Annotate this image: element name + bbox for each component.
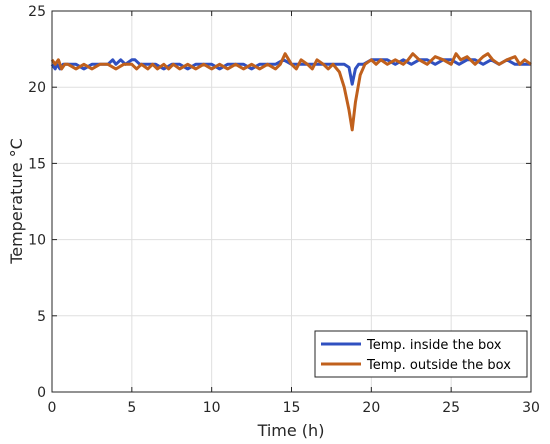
y-tick-label: 25 <box>28 4 46 20</box>
x-tick-label: 20 <box>362 400 380 416</box>
y-ticks: 0 5 10 15 20 25 <box>28 4 531 401</box>
x-tick-label: 30 <box>522 400 540 416</box>
series-lines <box>50 52 532 132</box>
series-line-2 <box>50 52 532 132</box>
series-line-1 <box>50 58 531 86</box>
legend-label: Temp. outside the box <box>366 358 511 373</box>
y-tick-label: 10 <box>28 233 46 249</box>
x-tick-label: 10 <box>203 400 221 416</box>
y-tick-label: 20 <box>28 80 46 96</box>
x-tick-label: 15 <box>283 400 301 416</box>
y-axis-label: Temperature °C <box>7 138 26 265</box>
legend-label: Temp. inside the box <box>366 338 502 353</box>
y-tick-label: 0 <box>37 385 46 401</box>
x-tick-label: 25 <box>442 400 460 416</box>
y-tick-label: 15 <box>28 156 46 172</box>
legend: Temp. inside the box Temp. outside the bo… <box>314 330 528 378</box>
x-axis-label: Time (h) <box>257 421 325 440</box>
x-ticks: 0 5 10 15 20 25 30 <box>48 11 540 416</box>
legend-box <box>314 330 528 378</box>
x-tick-label: 0 <box>48 400 57 416</box>
y-tick-label: 5 <box>37 309 46 325</box>
x-tick-label: 5 <box>127 400 136 416</box>
